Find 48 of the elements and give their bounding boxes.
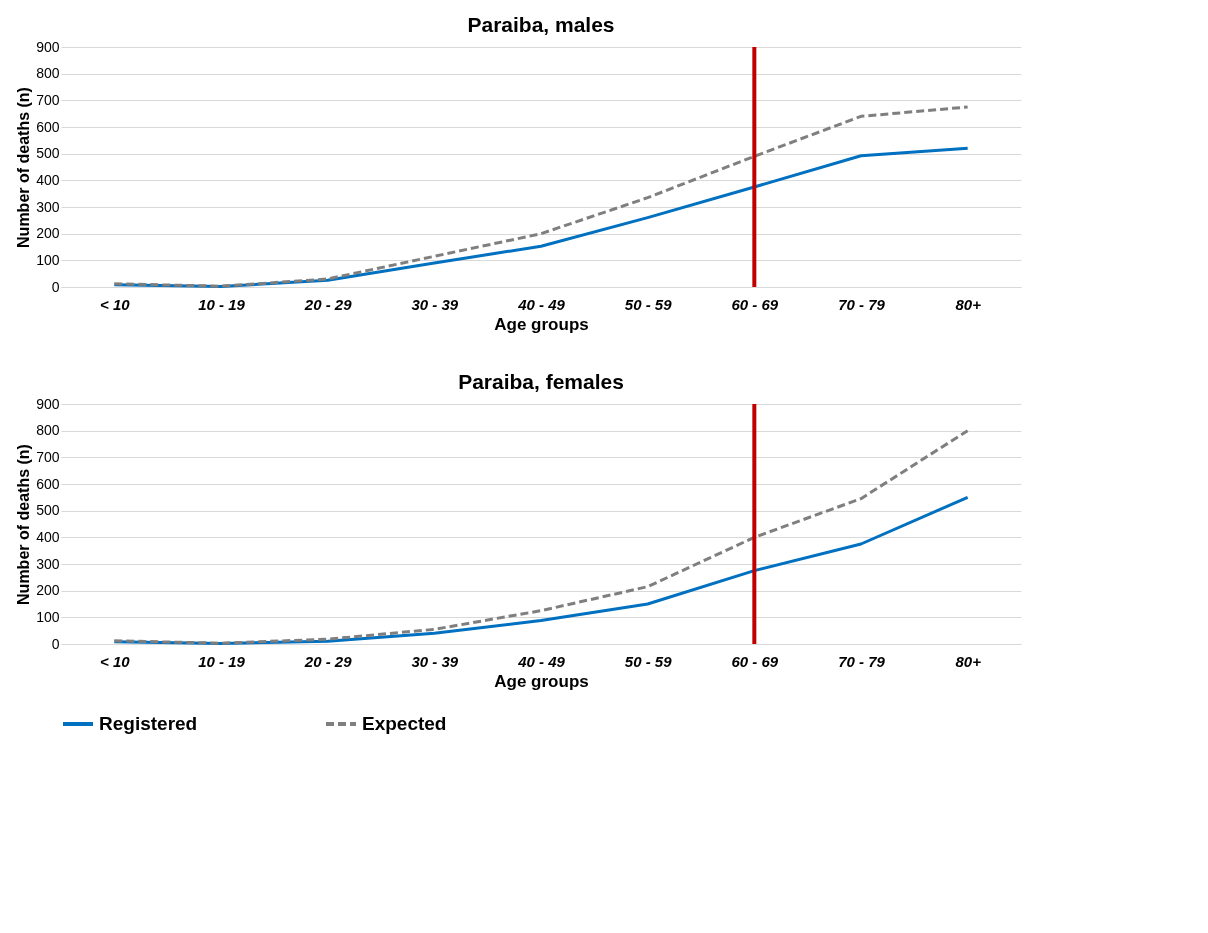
y-tick-label: 200 <box>36 225 60 242</box>
chart-title: Paraiba, males <box>467 13 615 36</box>
x-tick-label: 10 - 19 <box>198 295 246 313</box>
y-tick-label: 800 <box>36 65 60 82</box>
line-series <box>112 105 970 288</box>
x-tick-label: 80+ <box>955 295 982 313</box>
x-tick-label: 20 - 29 <box>303 652 353 670</box>
line-series <box>112 429 970 645</box>
x-tick-label: 40 - 49 <box>517 295 566 313</box>
x-axis-title: Age groups <box>494 671 589 691</box>
y-tick-label: 400 <box>36 528 60 545</box>
x-tick-label: 80+ <box>955 652 982 670</box>
x-tick-label: 20 - 29 <box>303 295 353 313</box>
y-tick-label: 500 <box>36 502 60 519</box>
x-tick-label: 40 - 49 <box>517 652 566 670</box>
x-tick-label: < 10 <box>100 652 131 670</box>
x-tick-label: 60 - 69 <box>731 652 779 670</box>
x-tick-label: 60 - 69 <box>731 295 779 313</box>
x-tick-label: 70 - 79 <box>838 652 886 670</box>
legend-label: Registered <box>99 713 198 734</box>
y-tick-label: 100 <box>36 251 60 268</box>
y-tick-label: 600 <box>36 118 60 135</box>
x-tick-label: 10 - 19 <box>198 652 246 670</box>
y-tick-label: 700 <box>36 448 60 465</box>
y-tick-label: 900 <box>36 395 60 412</box>
y-tick-label: 600 <box>36 475 60 492</box>
x-tick-label: 50 - 59 <box>624 295 673 313</box>
y-tick-label: 400 <box>36 171 60 188</box>
y-tick-label: 100 <box>36 608 60 625</box>
x-tick-label: < 10 <box>100 295 131 313</box>
y-tick-label: 800 <box>36 422 60 439</box>
y-axis-title: Number of deaths (n) <box>15 444 33 605</box>
y-tick-label: 300 <box>36 555 60 572</box>
y-tick-label: 300 <box>36 198 60 215</box>
y-tick-label: 700 <box>36 91 60 108</box>
x-tick-label: 50 - 59 <box>624 652 673 670</box>
x-axis-title: Age groups <box>494 314 589 334</box>
y-tick-label: 0 <box>51 278 60 295</box>
legend-label: Expected <box>362 713 447 734</box>
y-tick-label: 900 <box>36 38 60 55</box>
y-axis-title: Number of deaths (n) <box>15 87 33 248</box>
chart-title: Paraiba, females <box>458 370 624 393</box>
x-tick-label: 30 - 39 <box>411 652 459 670</box>
y-tick-label: 200 <box>36 582 60 599</box>
y-tick-label: 500 <box>36 145 60 162</box>
x-tick-label: 70 - 79 <box>838 295 886 313</box>
x-tick-label: 30 - 39 <box>411 295 459 313</box>
y-tick-label: 0 <box>51 635 60 652</box>
